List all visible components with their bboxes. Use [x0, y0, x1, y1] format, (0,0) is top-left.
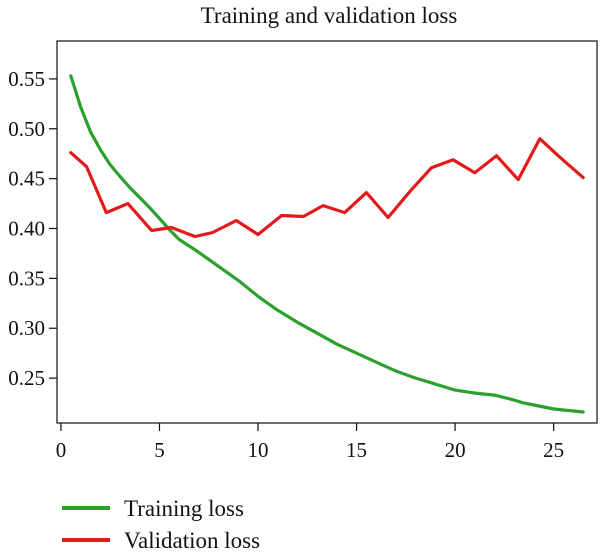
y-tick-label: 0.50: [8, 117, 45, 141]
series-lines: [69, 74, 585, 414]
legend-label-validation-loss: Validation loss: [124, 528, 260, 553]
x-tick-label: 0: [56, 438, 67, 462]
y-tick-label: 0.25: [8, 366, 45, 390]
x-tick-label: 5: [154, 438, 165, 462]
validation-loss-line: [69, 137, 585, 239]
y-tick-label: 0.35: [8, 266, 45, 290]
x-tick-label: 20: [445, 438, 466, 462]
x-tick-label: 15: [346, 438, 367, 462]
y-tick-label: 0.45: [8, 167, 45, 191]
legend: Training loss Validation loss: [62, 496, 260, 553]
training-loss-line: [69, 74, 585, 414]
x-tick-label: 10: [248, 438, 269, 462]
legend-label-training-loss: Training loss: [124, 496, 244, 521]
plot-frame: [56, 40, 598, 424]
y-tick-label: 0.40: [8, 217, 45, 241]
y-tick-label: 0.30: [8, 316, 45, 340]
axes: 0.25 0.30 0.35 0.40 0.45 0.50 0.55 0 5 10 15 20 25: [8, 67, 564, 462]
chart-title: Training and validation loss: [201, 3, 458, 28]
y-tick-label: 0.55: [8, 67, 45, 91]
x-tick-label: 25: [543, 438, 564, 462]
